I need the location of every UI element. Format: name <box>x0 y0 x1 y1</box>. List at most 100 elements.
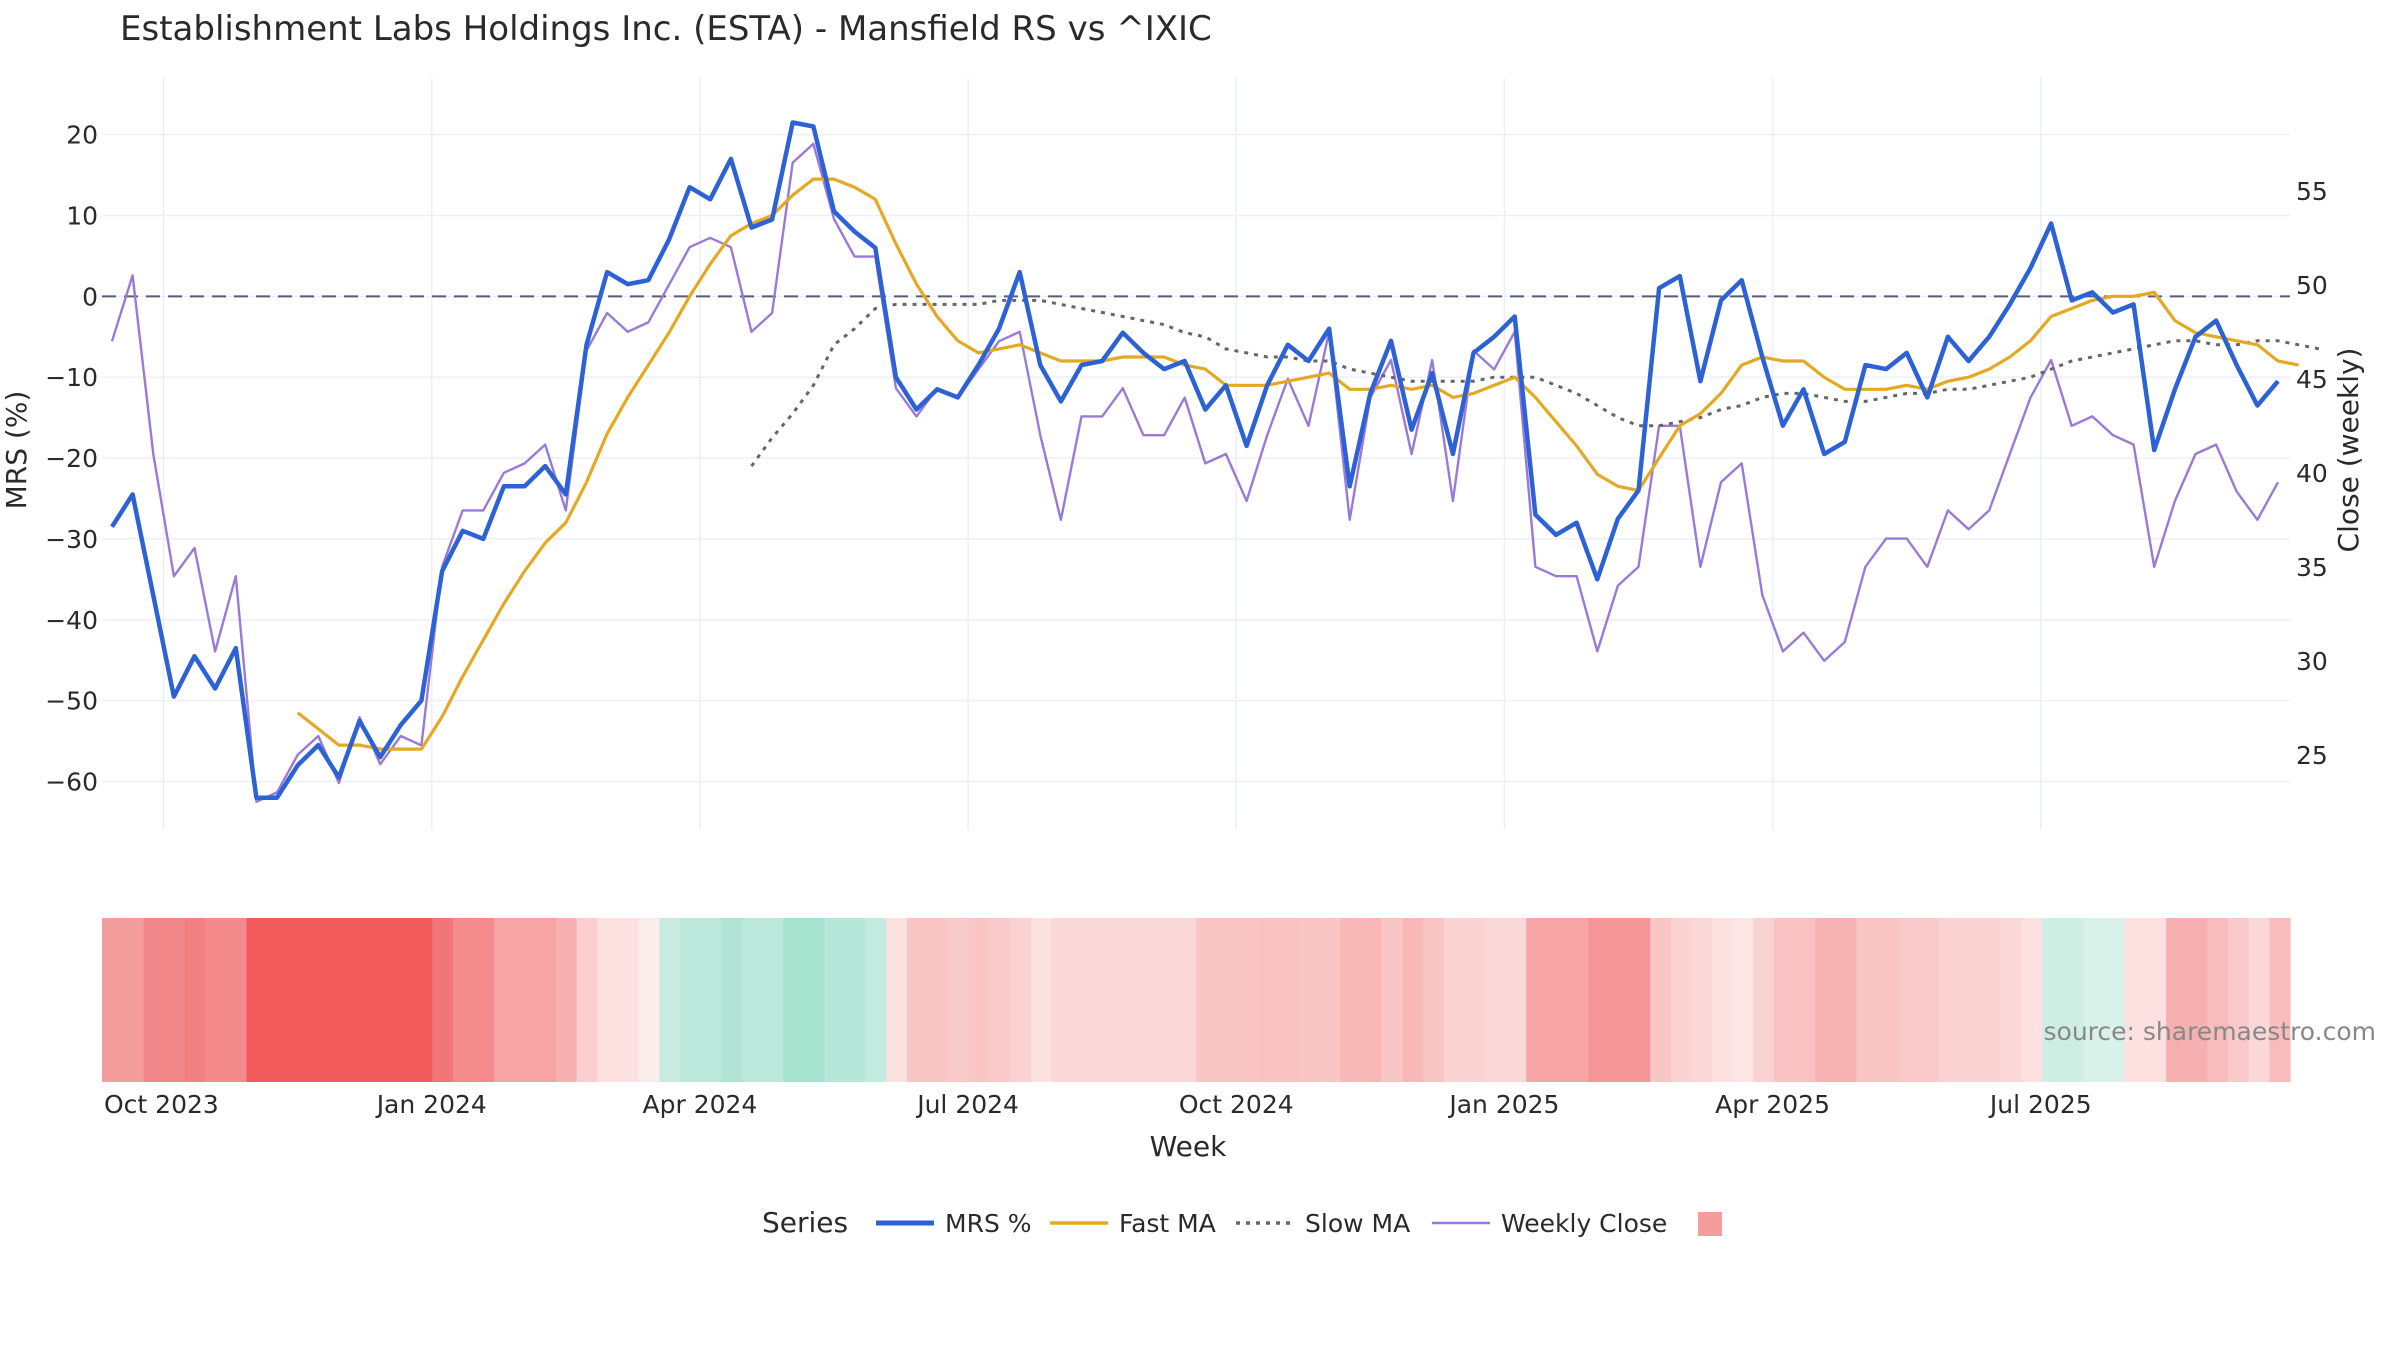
strip-cell-56 <box>1257 918 1280 1082</box>
strip-cell-38 <box>886 918 908 1082</box>
strip-cell-22 <box>556 918 578 1082</box>
x-axis-ticks: Oct 2023 Jan 2024 Apr 2024 Jul 2024 Oct 2024… <box>104 1090 2092 1119</box>
right-tick-label-3: 40 <box>2296 459 2328 488</box>
legend-label-mrs: MRS % <box>945 1209 1032 1238</box>
strip-cell-35 <box>824 918 846 1082</box>
series-line-slow-ma <box>750 298 2320 467</box>
strip-cell-102 <box>2207 918 2229 1082</box>
strip-cell-19 <box>494 918 516 1082</box>
chart-title: Establishment Labs Holdings Inc. (ESTA) … <box>120 9 1212 49</box>
strip-cell-95 <box>2062 918 2085 1082</box>
right-tick-label-5: 30 <box>2296 647 2328 676</box>
left-tick-label-4: −20 <box>45 444 98 473</box>
right-axis-title: Close (weekly) <box>2332 348 2365 553</box>
strip-cell-31 <box>741 918 764 1082</box>
left-tick-label-7: −50 <box>45 687 98 716</box>
strip-cell-49 <box>1113 918 1135 1082</box>
strip-cell-103 <box>2228 918 2250 1082</box>
strip-cell-25 <box>618 918 640 1082</box>
strip-cell-86 <box>1877 918 1899 1082</box>
series-line-weekly-close <box>110 142 2280 803</box>
strip-cell-73 <box>1608 918 1631 1082</box>
strip-cell-3 <box>163 918 186 1082</box>
strip-cell-4 <box>184 918 206 1082</box>
source-credit: source: sharemaestro.com <box>2044 1017 2377 1046</box>
strip-cell-59 <box>1319 918 1342 1082</box>
strip-cell-99 <box>2145 918 2167 1082</box>
strip-cell-89 <box>1939 918 1961 1082</box>
strip-cell-65 <box>1443 918 1465 1082</box>
strip-cell-92 <box>2001 918 2023 1082</box>
series-layer <box>110 120 2320 803</box>
strip-cell-68 <box>1505 918 1527 1082</box>
strip-cell-36 <box>845 918 867 1082</box>
strip-cell-50 <box>1134 918 1156 1082</box>
strip-cell-20 <box>514 918 537 1082</box>
strip-cell-84 <box>1835 918 1858 1082</box>
left-tick-label-5: −30 <box>45 525 98 554</box>
strip-cell-54 <box>1216 918 1238 1082</box>
strip-cell-9 <box>287 918 310 1082</box>
left-tick-label-1: 10 <box>66 201 98 230</box>
x-tick-label-1: Jan 2024 <box>375 1090 487 1119</box>
x-tick-label-5: Jan 2025 <box>1447 1090 1559 1119</box>
strip-cell-0 <box>102 918 124 1082</box>
x-tick-label-2: Apr 2024 <box>643 1090 758 1119</box>
strip-cell-90 <box>1959 918 1981 1082</box>
strip-cell-87 <box>1897 918 1920 1082</box>
strip-cell-8 <box>267 918 289 1082</box>
strip-cell-94 <box>2042 918 2064 1082</box>
strip-cell-5 <box>205 918 227 1082</box>
left-tick-label-2: 0 <box>82 282 98 311</box>
left-tick-label-0: 20 <box>66 121 98 150</box>
legend-item-weekly-close[interactable]: Weekly Close <box>1432 1209 1667 1238</box>
strip-cell-74 <box>1629 918 1651 1082</box>
strip-cell-100 <box>2166 918 2188 1082</box>
strip-cell-78 <box>1712 918 1734 1082</box>
strength-heat-strip <box>102 918 2291 1082</box>
strip-cell-104 <box>2248 918 2270 1082</box>
strip-cell-63 <box>1402 918 1424 1082</box>
x-tick-label-7: Jul 2025 <box>1988 1090 2092 1119</box>
strip-cell-1 <box>122 918 144 1082</box>
right-tick-label-2: 45 <box>2296 365 2328 394</box>
legend-item-fast-ma[interactable]: Fast MA <box>1050 1209 1216 1238</box>
legend-item-mrs[interactable]: MRS % <box>876 1209 1032 1238</box>
x-axis-title: Week <box>1150 1130 1227 1163</box>
strip-cell-21 <box>535 918 557 1082</box>
legend-label-weekly-close: Weekly Close <box>1501 1209 1667 1238</box>
strip-cell-7 <box>246 918 268 1082</box>
legend-swatch-strip[interactable] <box>1698 1212 1722 1236</box>
strip-cell-105 <box>2269 918 2291 1082</box>
strip-cell-70 <box>1546 918 1569 1082</box>
strip-cell-101 <box>2186 918 2209 1082</box>
strip-cell-81 <box>1773 918 1796 1082</box>
strip-cell-76 <box>1670 918 1692 1082</box>
strip-cell-47 <box>1072 918 1094 1082</box>
legend-item-slow-ma[interactable]: Slow MA <box>1236 1209 1410 1238</box>
strip-cell-62 <box>1381 918 1404 1082</box>
strip-cell-15 <box>411 918 433 1082</box>
strip-cell-52 <box>1175 918 1197 1082</box>
x-tick-label-3: Jul 2024 <box>915 1090 1019 1119</box>
strip-cell-60 <box>1340 918 1362 1082</box>
strip-cell-29 <box>700 918 722 1082</box>
gridlines <box>102 78 2290 830</box>
strip-cell-79 <box>1732 918 1754 1082</box>
right-tick-label-0: 55 <box>2296 177 2328 206</box>
legend-label-slow-ma: Slow MA <box>1305 1209 1410 1238</box>
strip-cell-23 <box>576 918 598 1082</box>
strip-cell-11 <box>329 918 351 1082</box>
strip-cell-55 <box>1237 918 1259 1082</box>
strip-cell-64 <box>1423 918 1445 1082</box>
right-axis-ticks: 55 50 45 40 35 30 25 <box>2296 177 2328 770</box>
strip-cell-45 <box>1030 918 1053 1082</box>
strip-cell-40 <box>927 918 949 1082</box>
strip-cell-88 <box>1918 918 1940 1082</box>
strip-cell-44 <box>1010 918 1032 1082</box>
strip-cell-12 <box>349 918 371 1082</box>
x-tick-label-4: Oct 2024 <box>1179 1090 1294 1119</box>
strip-cell-18 <box>473 918 495 1082</box>
series-line-fast-ma <box>296 177 2299 751</box>
